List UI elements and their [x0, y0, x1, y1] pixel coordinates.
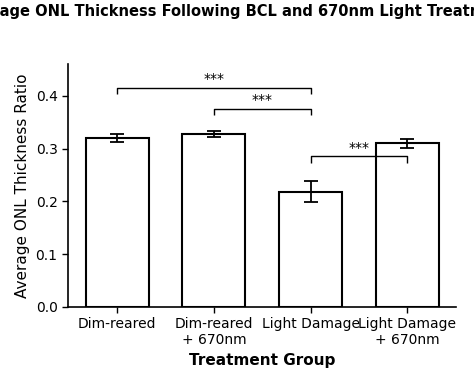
Bar	[86, 138, 148, 307]
Bar	[182, 134, 245, 307]
Y-axis label: Average ONL Thickness Ratio: Average ONL Thickness Ratio	[15, 73, 30, 298]
Bar	[376, 143, 439, 307]
Text: Average ONL Thickness Following BCL and 670nm Light Treatment: Average ONL Thickness Following BCL and …	[0, 4, 474, 19]
X-axis label: Treatment Group: Treatment Group	[189, 353, 336, 368]
Text: ***: ***	[203, 72, 224, 86]
Text: ***: ***	[348, 141, 369, 155]
Text: ***: ***	[252, 93, 273, 107]
Bar	[279, 192, 342, 307]
